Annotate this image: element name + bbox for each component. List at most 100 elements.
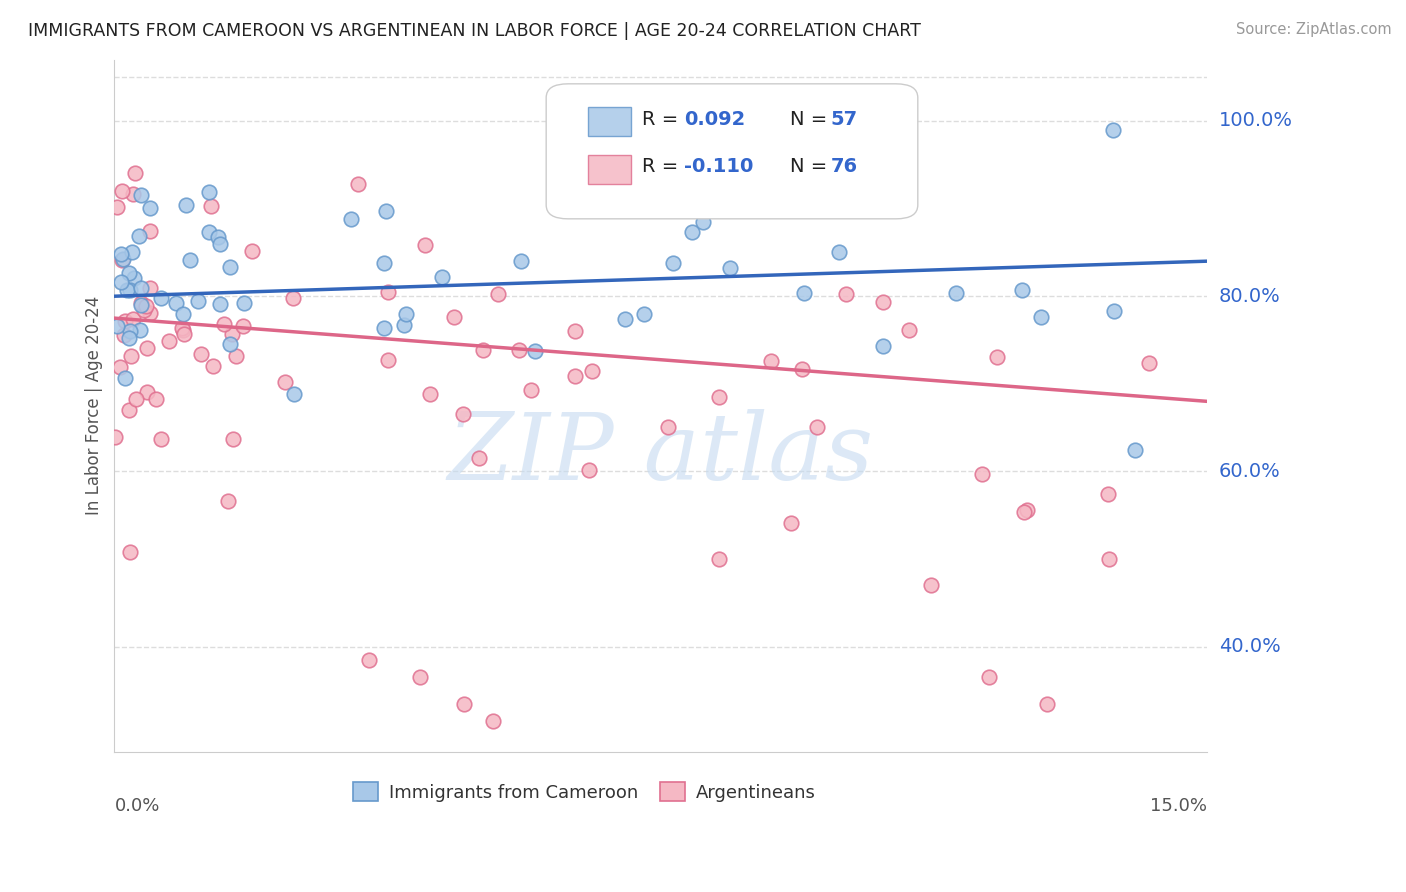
Point	[111, 184, 134, 198]
Point	[136, 341, 159, 355]
Point	[633, 307, 655, 321]
Point	[118, 403, 141, 417]
Point	[834, 287, 856, 301]
Point	[221, 326, 243, 341]
Point	[128, 323, 150, 337]
Point	[759, 354, 782, 368]
Point	[564, 369, 586, 384]
Point	[524, 344, 547, 359]
Point	[578, 463, 600, 477]
Text: Source: ZipAtlas.com: Source: ZipAtlas.com	[1236, 22, 1392, 37]
Point	[1036, 697, 1059, 711]
Point	[105, 318, 128, 333]
Text: 76: 76	[831, 157, 858, 177]
Point	[110, 247, 132, 261]
Point	[118, 283, 141, 297]
Text: N =: N =	[790, 157, 834, 177]
Point	[129, 188, 152, 202]
Point	[125, 392, 148, 407]
Point	[472, 343, 495, 357]
Point	[218, 260, 240, 275]
Point	[198, 225, 221, 239]
Point	[373, 321, 395, 335]
Point	[207, 230, 229, 244]
Text: 60.0%: 60.0%	[1219, 462, 1281, 481]
Point	[1098, 552, 1121, 566]
Point	[129, 281, 152, 295]
Point	[112, 328, 135, 343]
Point	[692, 215, 714, 229]
FancyBboxPatch shape	[546, 84, 918, 219]
Point	[240, 244, 263, 258]
Point	[430, 270, 453, 285]
Point	[118, 266, 141, 280]
Point	[1029, 310, 1052, 324]
Point	[139, 224, 162, 238]
Point	[283, 387, 305, 401]
Point	[1101, 122, 1123, 136]
Point	[232, 296, 254, 310]
Point	[898, 323, 921, 337]
Point	[377, 285, 399, 299]
Point	[232, 318, 254, 333]
Point	[172, 307, 194, 321]
Point	[105, 200, 128, 214]
Text: 57: 57	[831, 111, 858, 129]
Point	[149, 291, 172, 305]
Point	[1137, 356, 1160, 370]
Text: 0.0%: 0.0%	[114, 797, 160, 815]
Point	[190, 347, 212, 361]
Point	[212, 317, 235, 331]
Point	[359, 653, 381, 667]
Text: 0.092: 0.092	[683, 111, 745, 129]
Text: R =: R =	[643, 157, 685, 177]
Point	[453, 697, 475, 711]
Point	[111, 252, 134, 266]
Point	[347, 178, 370, 192]
Point	[613, 311, 636, 326]
Point	[508, 343, 530, 357]
Point	[709, 552, 731, 566]
Text: ZIP atlas: ZIP atlas	[449, 409, 875, 500]
Point	[519, 383, 541, 397]
Text: 80.0%: 80.0%	[1219, 286, 1281, 306]
Point	[1123, 442, 1146, 457]
Point	[872, 339, 894, 353]
Point	[120, 324, 142, 338]
Point	[1012, 505, 1035, 519]
Point	[150, 432, 173, 446]
Point	[200, 199, 222, 213]
Point	[486, 287, 509, 301]
Point	[1017, 502, 1039, 516]
Point	[977, 670, 1000, 684]
Legend: Immigrants from Cameroon, Argentineans: Immigrants from Cameroon, Argentineans	[353, 782, 815, 802]
Point	[509, 254, 531, 268]
Point	[187, 293, 209, 308]
Point	[872, 294, 894, 309]
Point	[135, 299, 157, 313]
Point	[681, 226, 703, 240]
Point	[172, 323, 194, 337]
Point	[657, 420, 679, 434]
Point	[111, 252, 134, 267]
Point	[564, 324, 586, 338]
Point	[281, 292, 304, 306]
Text: 100.0%: 100.0%	[1219, 112, 1292, 130]
Point	[136, 384, 159, 399]
Point	[129, 298, 152, 312]
Point	[374, 204, 396, 219]
Point	[661, 256, 683, 270]
Point	[122, 187, 145, 202]
Point	[110, 275, 132, 289]
Point	[122, 311, 145, 326]
Point	[468, 450, 491, 465]
Point	[377, 353, 399, 368]
Point	[129, 296, 152, 310]
Point	[179, 253, 201, 268]
Point	[409, 670, 432, 684]
Point	[1097, 486, 1119, 500]
Point	[1011, 283, 1033, 297]
Point	[395, 307, 418, 321]
Point	[120, 349, 142, 363]
Point	[124, 270, 146, 285]
